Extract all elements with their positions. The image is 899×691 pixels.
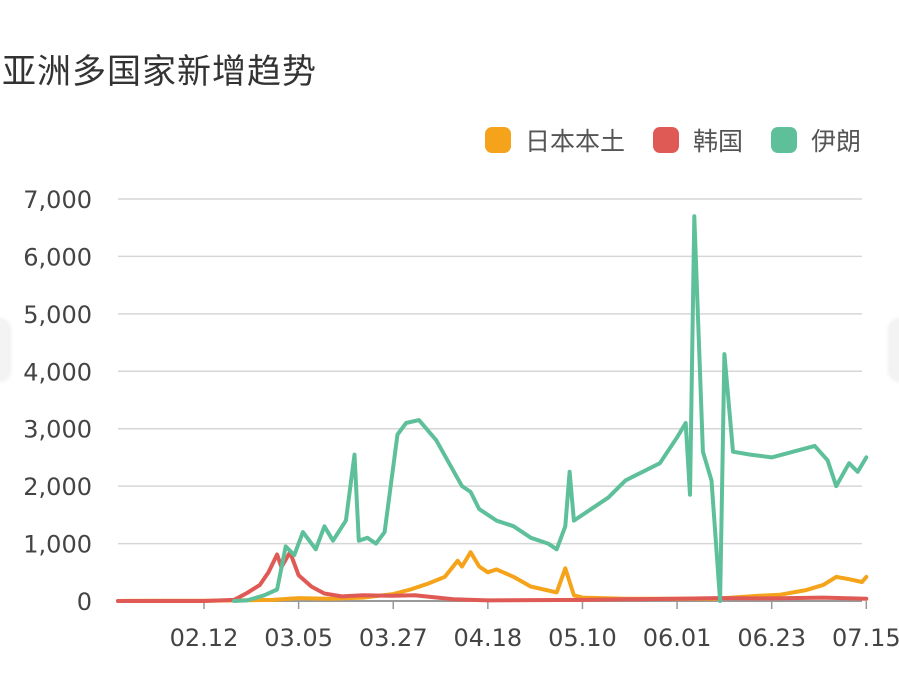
legend-label-iran: 伊朗	[810, 127, 861, 156]
legend-swatch-iran	[770, 127, 797, 153]
series-line-japan	[116, 550, 869, 603]
y-tick-label: 5,000	[23, 301, 92, 329]
legend-label-japan: 日本本土	[524, 127, 625, 156]
legend-label-korea: 韩国	[692, 127, 743, 156]
y-tick-label: 0	[77, 588, 92, 616]
y-tick-label: 4,000	[23, 358, 92, 386]
legend-swatch-japan	[484, 127, 511, 153]
x-tick-label: 03.27	[359, 624, 428, 652]
legend-swatch-korea	[652, 127, 679, 153]
chart-title: 亚洲多国家新增趋势	[2, 52, 317, 92]
x-tick-label: 04.18	[453, 624, 522, 652]
y-tick-label: 1,000	[23, 531, 92, 559]
x-tick-label: 07.15	[832, 624, 899, 652]
y-tick-label: 7,000	[23, 186, 92, 214]
y-tick-label: 2,000	[23, 473, 92, 501]
x-tick-label: 06.01	[643, 624, 712, 652]
legend-item-korea[interactable]: 韩国	[652, 122, 743, 158]
x-tick-label: 03.05	[264, 624, 333, 652]
scroll-right-handle[interactable]	[890, 320, 899, 380]
y-tick-label: 6,000	[23, 243, 92, 271]
legend: 日本本土 韩国 伊朗	[484, 122, 861, 158]
scroll-left-handle[interactable]	[0, 320, 9, 380]
legend-item-iran[interactable]: 伊朗	[770, 122, 861, 158]
x-tick-label: 02.12	[170, 624, 239, 652]
legend-item-japan[interactable]: 日本本土	[484, 122, 625, 158]
x-tick-label: 05.10	[548, 624, 617, 652]
y-tick-label: 3,000	[23, 416, 92, 444]
x-tick-label: 06.23	[737, 624, 806, 652]
series-line-iran	[232, 214, 869, 603]
series-line-korea	[116, 550, 869, 603]
